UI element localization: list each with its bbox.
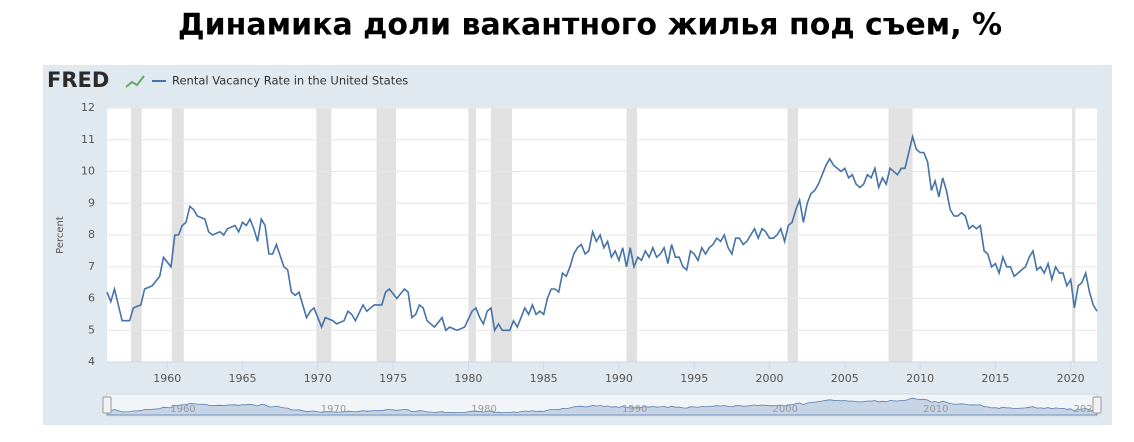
x-tick-label: 2010 [906,372,934,385]
x-tick-label: 1985 [530,372,558,385]
x-tick-label: 1990 [605,372,633,385]
x-tick-label: 2005 [831,372,859,385]
y-tick-label: 5 [88,323,95,336]
brand-logo: FRED [47,68,109,92]
x-tick-label: 1995 [680,372,708,385]
navigator-tick-label: 1970 [321,404,346,415]
x-tick-label: 1980 [454,372,482,385]
navigator-series [106,397,1098,416]
x-tick-label: 2020 [1057,372,1085,385]
x-tick-label: 1975 [379,372,407,385]
navigator-tick-label: 2020 [1074,404,1099,415]
x-tick-label: 2000 [756,372,784,385]
navigator-tick-label: 2010 [923,404,948,415]
navigator-tick-label: 2000 [773,404,798,415]
data-line [106,133,1098,333]
y-tick-label: 7 [88,260,95,273]
logo-icon [125,75,145,88]
y-tick-label: 6 [88,292,95,305]
navigator-handle[interactable] [1092,396,1102,414]
y-tick-label: 10 [81,165,95,178]
y-tick-label: 8 [88,228,95,241]
y-tick-label: 4 [88,355,95,368]
navigator-tick-label: 1960 [170,404,195,415]
y-axis-label: Percent [55,216,66,254]
chart-title: Динамика доли вакантного жилья под съем,… [178,8,1002,43]
legend-label: Rental Vacancy Rate in the United States [172,74,408,88]
navigator-tick-label: 1980 [471,404,496,415]
y-tick-label: 9 [88,196,95,209]
y-tick-label: 11 [81,133,95,146]
y-tick-label: 12 [81,101,95,114]
x-tick-label: 2015 [981,372,1009,385]
x-tick-label: 1965 [229,372,257,385]
x-tick-label: 1970 [304,372,332,385]
x-tick-label: 1960 [153,372,181,385]
navigator-handle[interactable] [102,396,112,414]
navigator-tick-label: 1990 [622,404,647,415]
